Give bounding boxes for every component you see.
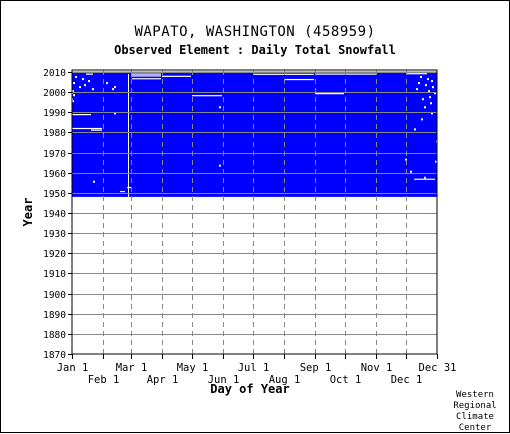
missing-day bbox=[427, 78, 429, 81]
y-tick-label: 1990 bbox=[43, 108, 66, 119]
y-tick-label: 1940 bbox=[43, 209, 66, 220]
x-tick-label: Nov 1 bbox=[361, 362, 393, 374]
missing-band bbox=[131, 73, 161, 75]
missing-band bbox=[315, 93, 344, 95]
missing-day bbox=[424, 176, 426, 179]
missing-band bbox=[86, 73, 93, 75]
x-tick-label: Aug 1 bbox=[269, 374, 301, 386]
missing-day bbox=[431, 112, 433, 115]
missing-day bbox=[422, 98, 424, 101]
missing-band bbox=[72, 127, 102, 130]
missing-day bbox=[92, 88, 94, 91]
credit-block: Western Regional Climate Center bbox=[447, 390, 503, 434]
missing-day bbox=[421, 118, 423, 121]
missing-day bbox=[418, 82, 420, 85]
missing-day bbox=[73, 82, 75, 85]
credit-line: Regional bbox=[453, 401, 497, 411]
missing-day bbox=[84, 84, 86, 87]
missing-band bbox=[253, 73, 314, 75]
y-tick-label: 1910 bbox=[43, 269, 66, 280]
missing-band bbox=[132, 78, 161, 80]
missing-day bbox=[424, 106, 426, 109]
missing-day bbox=[75, 76, 77, 79]
missing-data-layer bbox=[71, 70, 438, 197]
missing-day bbox=[219, 106, 221, 109]
x-tick-label: Jun 1 bbox=[208, 374, 240, 386]
x-tick-label: Dec 31 bbox=[419, 362, 457, 374]
credit-line: Center bbox=[458, 423, 492, 433]
missing-day bbox=[414, 128, 416, 131]
missing-day bbox=[73, 94, 75, 97]
y-tick-label: 1980 bbox=[43, 128, 66, 139]
missing-day bbox=[430, 102, 432, 105]
x-tick-label: Dec 1 bbox=[391, 374, 423, 386]
missing-band bbox=[72, 114, 91, 116]
x-axis-label: Day of Year bbox=[210, 382, 290, 396]
missing-column bbox=[128, 74, 129, 197]
missing-day bbox=[416, 88, 418, 91]
y-tick-label: 1920 bbox=[43, 249, 66, 260]
y-tick-label: 1900 bbox=[43, 290, 66, 301]
x-tick-label: Oct 1 bbox=[330, 374, 362, 386]
missing-band bbox=[192, 95, 222, 97]
missing-day bbox=[429, 96, 431, 99]
missing-day bbox=[72, 90, 74, 93]
x-axis-ticks: Jan 1 Mar 1 May 1 Jul 1 Sep 1 Nov 1 Dec 31 Feb … bbox=[57, 354, 457, 386]
y-tick-label: 2000 bbox=[43, 88, 66, 99]
x-tick-label: Feb 1 bbox=[88, 374, 120, 386]
missing-day bbox=[114, 86, 116, 89]
y-axis-label: Year bbox=[21, 197, 35, 227]
x-tick-label: May 1 bbox=[177, 362, 209, 374]
missing-day bbox=[219, 164, 221, 167]
chart-title: WAPATO, WASHINGTON (458959) bbox=[134, 24, 376, 40]
missing-day bbox=[420, 76, 422, 79]
y-tick-label: 1930 bbox=[43, 229, 66, 240]
missing-day bbox=[88, 80, 90, 83]
missing-day bbox=[112, 88, 114, 91]
y-tick-label: 1970 bbox=[43, 149, 66, 160]
missing-day bbox=[432, 86, 434, 89]
missing-day bbox=[435, 160, 437, 163]
missing-day bbox=[79, 86, 81, 89]
data-fill-area bbox=[72, 70, 437, 197]
missing-band bbox=[72, 70, 437, 72]
missing-band bbox=[131, 75, 161, 77]
y-tick-label: 1960 bbox=[43, 169, 66, 180]
x-tick-label: Sep 1 bbox=[300, 362, 332, 374]
missing-day bbox=[82, 78, 84, 81]
missing-band bbox=[406, 73, 427, 75]
missing-band bbox=[284, 78, 314, 81]
missing-day bbox=[431, 80, 433, 83]
data-fill-layer bbox=[72, 70, 437, 197]
missing-day bbox=[428, 90, 430, 93]
plot-border bbox=[71, 69, 438, 355]
missing-band bbox=[120, 190, 125, 193]
missing-day bbox=[106, 82, 108, 85]
x-tick-label: Jan 1 bbox=[57, 362, 89, 374]
chart-subtitle: Observed Element : Daily Total Snowfall bbox=[114, 43, 396, 57]
credit-line: Climate bbox=[456, 412, 494, 422]
missing-day bbox=[72, 100, 74, 103]
y-tick-label: 1880 bbox=[43, 330, 66, 341]
y-tick-label: 2010 bbox=[43, 68, 66, 79]
missing-day bbox=[405, 158, 407, 161]
grid-layer bbox=[72, 70, 437, 354]
missing-day bbox=[93, 180, 95, 183]
x-tick-label: Jul 1 bbox=[238, 362, 270, 374]
x-tick-label: Mar 1 bbox=[116, 362, 148, 374]
missing-day bbox=[434, 92, 436, 95]
missing-band bbox=[91, 129, 102, 131]
y-axis-ticks: 2010 2000 1990 1980 1970 1960 1950 1940 1930 1920… bbox=[43, 68, 72, 361]
missing-day bbox=[114, 112, 116, 115]
x-tick-label: Apr 1 bbox=[147, 374, 179, 386]
missing-day bbox=[410, 170, 412, 173]
missing-day bbox=[425, 84, 427, 87]
credit-line: Western bbox=[456, 390, 494, 400]
missing-band bbox=[162, 75, 191, 77]
y-tick-label: 1870 bbox=[43, 350, 66, 361]
missing-band bbox=[414, 178, 435, 180]
y-tick-label: 1950 bbox=[43, 189, 66, 200]
y-tick-label: 1890 bbox=[43, 310, 66, 321]
